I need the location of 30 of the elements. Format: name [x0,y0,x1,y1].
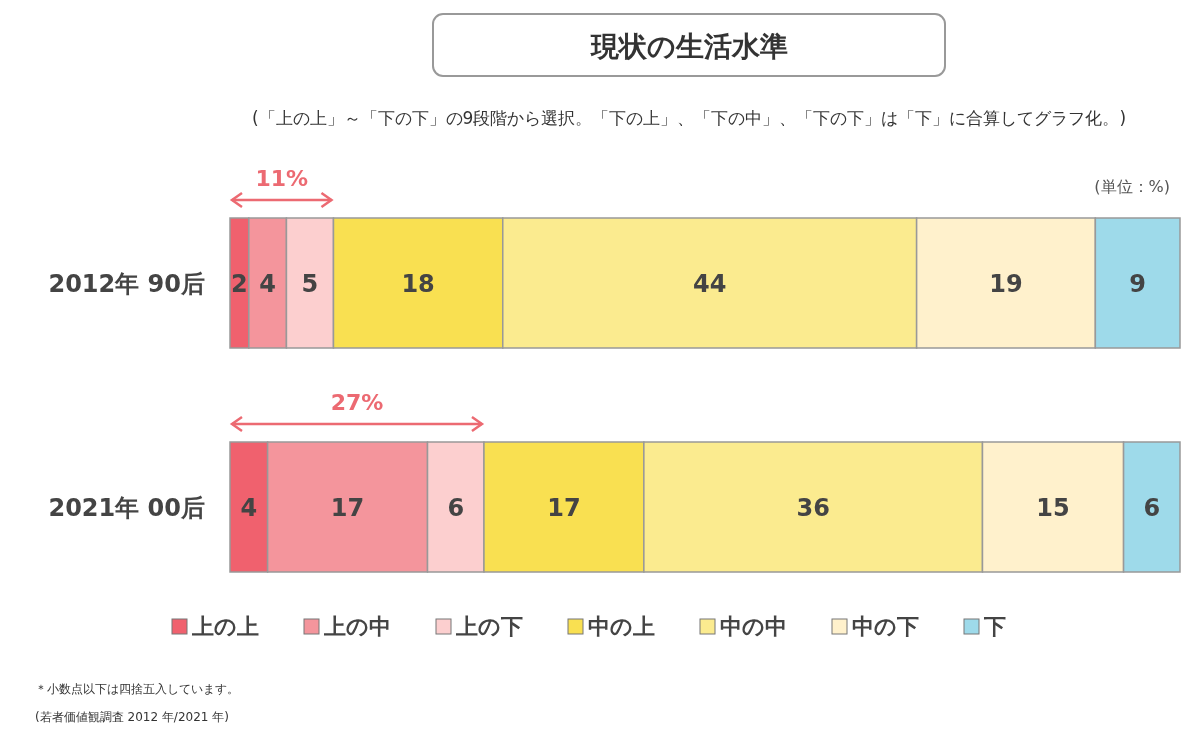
data-label: 19 [989,270,1023,298]
data-label: 6 [1143,494,1161,522]
data-label: 18 [401,270,435,298]
annotation: (単位：%) [1094,177,1170,196]
legend-label: 上の上 [191,614,259,639]
data-label: 2 [231,270,248,298]
chart-title: 現状の生活水準 [589,30,788,63]
data-label: 15 [1036,494,1070,522]
legend-label: 中の中 [720,614,787,639]
data-label: 17 [547,494,581,522]
data-label: 44 [693,270,727,298]
data-label: 4 [259,270,276,298]
data-label: 17 [330,494,365,522]
annotation: 11% [255,166,309,191]
legend-label: 中の上 [588,614,655,639]
legend-label: 下 [983,614,1006,639]
legend-label: 上の下 [455,614,523,639]
data-label: 36 [796,494,830,522]
text: (若者価値観調査 2012 年/2021 年) [35,710,229,724]
data-label: 6 [447,494,465,522]
y-tick-label: 2021年 00后 [48,494,205,522]
data-label: 9 [1129,270,1147,298]
text: ＊小数点以下は四捨五入しています。 [35,682,239,696]
legend-label: 中の下 [852,614,919,639]
legend-label: 上の中 [323,614,391,639]
y-tick-label: 2012年 90后 [48,270,205,298]
chart-subtitle: (「上の上」～「下の下」の9段階から選択。「下の上」、「下の中」、「下の下」は「下」に合算してグラフ化。) [251,108,1127,128]
data-label: 5 [301,270,319,298]
data-label: 4 [240,494,258,522]
annotation: 27% [330,390,384,415]
